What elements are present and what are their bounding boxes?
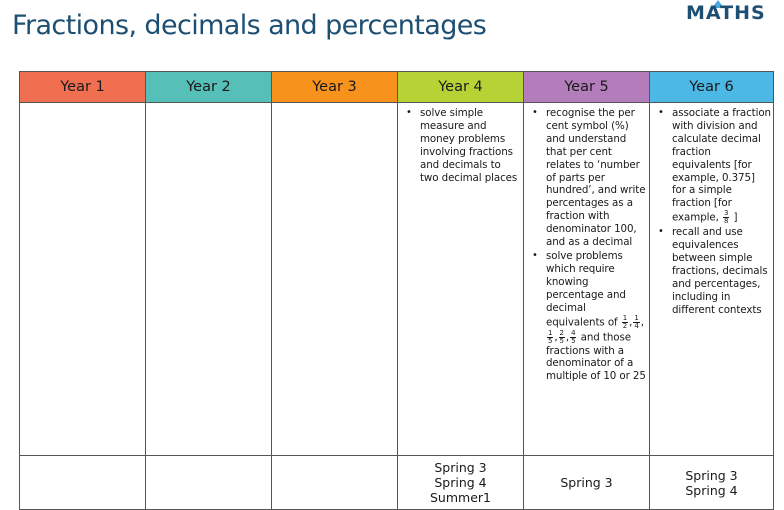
year-2-terms	[145, 455, 272, 510]
bullet-icon: •	[406, 107, 412, 118]
fraction-numerator: 1	[547, 328, 554, 338]
objectives-row: • solve simple measure and money problems…	[19, 102, 774, 456]
curriculum-table: Year 1 Year 2 Year 3 Year 4 Year 5 Year …	[19, 71, 774, 510]
year-2-header: Year 2	[145, 71, 272, 103]
fraction-separator: ,	[565, 331, 570, 343]
term-label: Spring 3	[434, 460, 487, 475]
fraction-denominator: 8	[723, 217, 729, 226]
year-4-terms: Spring 3 Spring 4 Summer1	[397, 455, 524, 510]
term-label: Spring 3	[560, 475, 613, 490]
fraction-separator: ,	[554, 331, 558, 343]
year-1-header: Year 1	[19, 71, 146, 103]
fraction-denominator: 5	[559, 336, 564, 345]
year-3-header: Year 3	[271, 71, 398, 103]
objective-item: • recall and use equivalences between sim…	[658, 226, 771, 316]
year-1-objectives	[19, 102, 146, 456]
fraction-denominator: 4	[634, 321, 639, 330]
year-6-objectives: • associate a fraction with division and …	[649, 102, 774, 456]
term-label: Summer1	[430, 490, 491, 505]
objective-text: recall and use equivalences between simp…	[672, 226, 768, 316]
objective-item: • associate a fraction with division and …	[658, 107, 771, 226]
bullet-icon: •	[658, 226, 664, 238]
fraction-numerator: 2	[558, 328, 565, 338]
bullet-icon: •	[532, 249, 538, 261]
objective-text: solve problems which require knowing per…	[546, 249, 626, 328]
year-6-header: Year 6	[649, 71, 774, 103]
objective-text: solve simple measure and money problems …	[420, 107, 518, 184]
fraction-denominator: 5	[571, 336, 576, 345]
terms-row: Spring 3 Spring 4 Summer1 Spring 3 Spring …	[19, 455, 774, 510]
fraction-denominator: 2	[622, 321, 628, 330]
term-label: Spring 3	[685, 467, 738, 483]
logo-accent-triangle-icon	[712, 0, 724, 8]
fraction-numerator: 1	[633, 313, 640, 323]
page-title: Fractions, decimals and percentages	[12, 10, 487, 41]
bullet-icon: •	[532, 107, 538, 118]
objective-item: • solve problems which require knowing pe…	[532, 249, 647, 383]
year-4-objectives: • solve simple measure and money problems…	[397, 102, 524, 456]
objective-list: • solve simple measure and money problems…	[398, 107, 523, 184]
year-6-terms: Spring 3 Spring 4	[649, 455, 774, 510]
objective-text: and those fractions with a denominator o…	[546, 331, 646, 383]
year-2-objectives	[145, 102, 272, 456]
fraction-numerator: 1	[621, 313, 629, 323]
maths-logo: MATHS	[686, 2, 766, 24]
fraction-numerator: 3	[722, 209, 730, 219]
fraction-numerator: 4	[570, 328, 577, 338]
year-4-header: Year 4	[397, 71, 524, 103]
year-5-terms: Spring 3	[523, 455, 650, 510]
fraction-separator: ,	[640, 316, 644, 328]
objective-text: ]	[733, 211, 738, 224]
year-5-objectives: • recognise the per cent symbol (%) and u…	[523, 102, 650, 456]
fraction-denominator: 5	[548, 336, 553, 345]
objective-list: • associate a fraction with division and …	[650, 107, 773, 317]
bullet-icon: •	[658, 107, 664, 118]
objective-text: recognise the per cent symbol (%) and un…	[546, 107, 646, 249]
year-1-terms	[19, 455, 146, 510]
header-row: Year 1 Year 2 Year 3 Year 4 Year 5 Year …	[19, 71, 774, 103]
objective-item: • recognise the per cent symbol (%) and u…	[532, 107, 647, 249]
fraction-separator: ,	[629, 316, 633, 328]
year-3-terms	[271, 455, 398, 510]
objective-list: • recognise the per cent symbol (%) and u…	[524, 107, 649, 383]
objective-text: associate a fraction with division and c…	[672, 107, 771, 224]
term-label: Spring 4	[685, 482, 738, 498]
term-label: Spring 4	[434, 475, 487, 490]
year-5-header: Year 5	[523, 71, 650, 103]
objective-item: • solve simple measure and money problems…	[406, 107, 521, 184]
year-3-objectives	[271, 102, 398, 456]
